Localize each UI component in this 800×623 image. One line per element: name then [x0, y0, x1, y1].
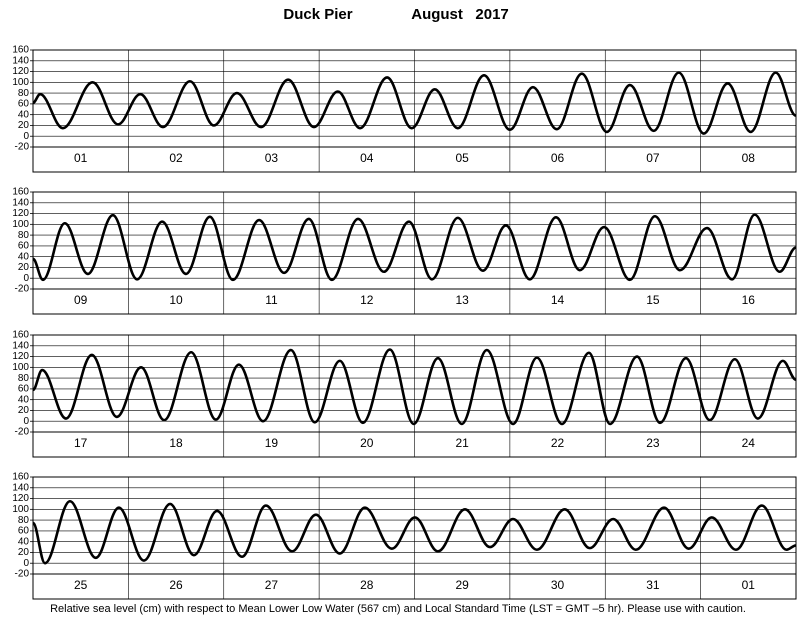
day-label: 31 [646, 578, 660, 592]
day-label: 22 [551, 436, 565, 450]
y-tick-label: -20 [15, 142, 30, 153]
y-tick-label: 40 [18, 536, 30, 547]
day-label: 04 [360, 151, 374, 165]
day-label: 05 [456, 151, 470, 165]
y-tick-label: 40 [18, 109, 30, 120]
day-label: 24 [742, 436, 756, 450]
tide-line [33, 499, 796, 565]
day-label: 01 [74, 151, 88, 165]
panel-frame [32, 476, 797, 600]
y-tick-label: 20 [18, 120, 30, 131]
tide-line [33, 71, 796, 135]
tide-line [33, 213, 796, 282]
day-label: 03 [265, 151, 279, 165]
y-tick-label: -20 [15, 569, 30, 580]
y-tick-label: 20 [18, 405, 30, 416]
y-tick-label: 120 [12, 66, 29, 77]
y-tick-label: 0 [23, 558, 29, 569]
y-tick-label: -20 [15, 427, 30, 438]
day-label: 30 [551, 578, 565, 592]
day-label: 25 [74, 578, 88, 592]
day-label: 17 [74, 436, 88, 450]
day-label: 20 [360, 436, 374, 450]
y-tick-label: 40 [18, 251, 30, 262]
day-label: 19 [265, 436, 279, 450]
y-tick-label: 100 [12, 362, 29, 373]
day-label: 09 [74, 293, 88, 307]
y-tick-label: 160 [12, 472, 29, 483]
day-label: 14 [551, 293, 565, 307]
day-label: 15 [646, 293, 660, 307]
y-tick-label: 80 [18, 373, 30, 384]
day-label: 01 [742, 578, 756, 592]
day-label: 21 [456, 436, 470, 450]
y-tick-label: 140 [12, 482, 29, 493]
y-tick-label: 120 [12, 351, 29, 362]
y-tick-label: 100 [12, 504, 29, 515]
day-label: 10 [169, 293, 183, 307]
chart-title: Duck Pier [283, 6, 352, 23]
y-tick-label: 0 [23, 416, 29, 427]
y-tick-label: 140 [12, 197, 29, 208]
y-tick-label: 40 [18, 394, 30, 405]
day-label: 28 [360, 578, 374, 592]
y-tick-label: 20 [18, 262, 30, 273]
day-label: 23 [646, 436, 660, 450]
day-label: 26 [169, 578, 183, 592]
chart-date: August 2017 [411, 6, 509, 23]
y-tick-label: 120 [12, 208, 29, 219]
y-tick-label: 60 [18, 384, 30, 395]
y-tick-label: 120 [12, 493, 29, 504]
y-tick-label: 80 [18, 515, 30, 526]
y-tick-label: 0 [23, 131, 29, 142]
panel-frame [32, 49, 797, 173]
y-tick-label: 80 [18, 88, 30, 99]
y-tick-label: 160 [12, 330, 29, 341]
y-tick-label: 60 [18, 526, 30, 537]
y-tick-label: 60 [18, 241, 30, 252]
y-tick-label: 140 [12, 340, 29, 351]
y-tick-label: 100 [12, 77, 29, 88]
y-tick-label: 20 [18, 547, 30, 558]
y-tick-label: -20 [15, 284, 30, 295]
day-label: 13 [456, 293, 470, 307]
y-tick-label: 60 [18, 99, 30, 110]
day-label: 12 [360, 293, 374, 307]
day-label: 18 [169, 436, 183, 450]
y-tick-label: 140 [12, 55, 29, 66]
y-tick-label: 80 [18, 230, 30, 241]
tide-line [33, 348, 796, 426]
day-label: 06 [551, 151, 565, 165]
day-label: 08 [742, 151, 756, 165]
day-label: 07 [646, 151, 660, 165]
footnote: Relative sea level (cm) with respect to … [50, 603, 746, 615]
panel-frame [32, 334, 797, 458]
y-tick-label: 160 [12, 187, 29, 198]
day-label: 11 [265, 293, 278, 307]
y-tick-label: 100 [12, 219, 29, 230]
panel-frame [32, 191, 797, 315]
day-label: 02 [169, 151, 183, 165]
day-label: 16 [742, 293, 756, 307]
y-tick-label: 160 [12, 45, 29, 56]
day-label: 29 [456, 578, 470, 592]
y-tick-label: 0 [23, 273, 29, 284]
day-label: 27 [265, 578, 279, 592]
